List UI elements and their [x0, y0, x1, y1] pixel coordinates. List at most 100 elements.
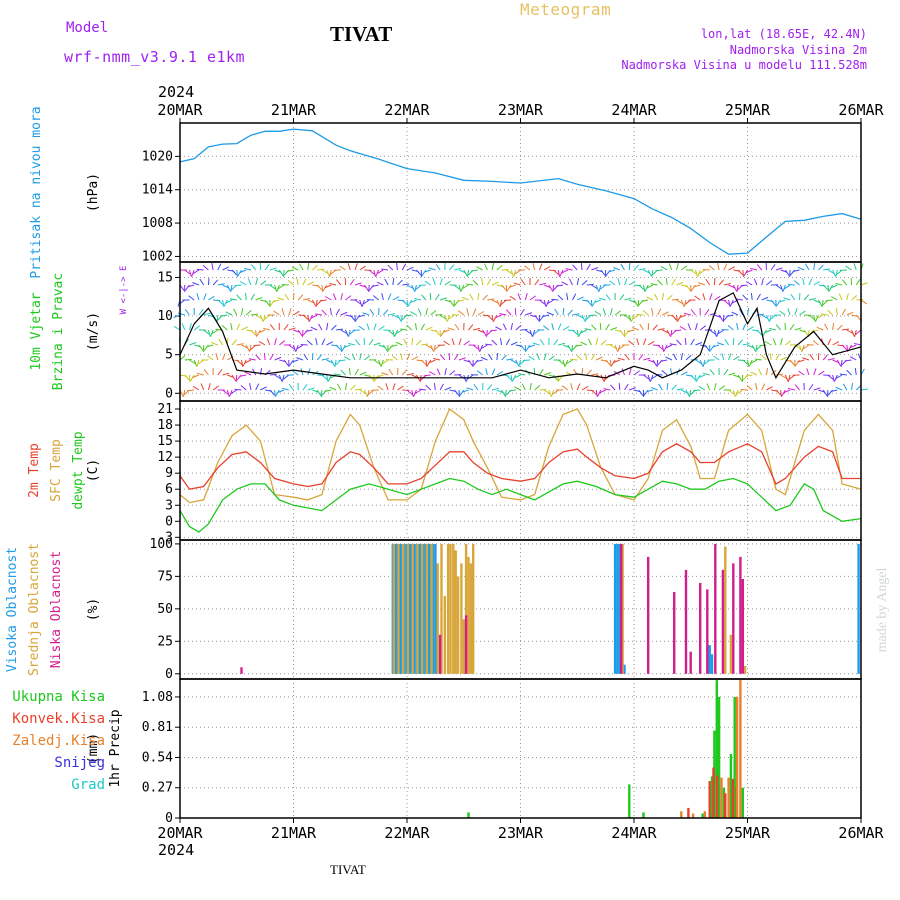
- wind-arrow: [699, 325, 707, 331]
- wind-arrow: [188, 269, 192, 277]
- wind-arrow: [359, 265, 366, 271]
- mid-bar: [436, 563, 439, 674]
- wind-arrow: [797, 359, 805, 363]
- wind-arrow: [621, 368, 626, 376]
- wind-arrow: [651, 374, 658, 380]
- precip-legend-hail: Grad: [71, 777, 105, 793]
- wind-arrow: [580, 262, 583, 271]
- wind-arrow: [835, 307, 838, 316]
- wind-arrow: [181, 323, 186, 331]
- wind-arrow: [813, 368, 817, 376]
- wind-arrow: [543, 389, 551, 395]
- wind-arrow: [541, 314, 550, 318]
- wind-arrow: [506, 284, 512, 292]
- panel-ylabel: 1hr Precip: [108, 709, 123, 787]
- x-tick-label-bottom: 26MAR: [838, 824, 884, 842]
- wind-arrow: [855, 329, 862, 335]
- wind-arrow: [354, 388, 362, 391]
- wind-arrow: [514, 386, 521, 391]
- wind-arrow: [775, 267, 783, 271]
- wind-arrow: [211, 342, 219, 346]
- wind-arrow: [424, 280, 431, 286]
- wind-arrow: [735, 298, 743, 301]
- wind-arrow: [188, 374, 191, 383]
- panel-ylabel: SFC Temp: [49, 439, 64, 502]
- wind-arrow: [278, 269, 284, 277]
- wind-arrow: [502, 323, 507, 331]
- wind-arrow: [717, 329, 725, 335]
- wind-arrow: [269, 353, 274, 361]
- wind-arrow: [447, 327, 455, 331]
- wind-arrow: [775, 353, 780, 361]
- station-title: TIVAT: [330, 22, 393, 46]
- y-tick-label: 21: [157, 402, 173, 417]
- wind-arrow: [840, 359, 843, 368]
- wind-arrow: [495, 326, 502, 331]
- wind-arrow: [368, 389, 375, 395]
- wind-arrow: [770, 299, 776, 306]
- wind-arrow: [592, 299, 597, 307]
- wind-arrow: [586, 369, 592, 376]
- wind-arrow: [644, 284, 649, 292]
- wind-arrow: [453, 284, 461, 290]
- wind-arrow: [818, 370, 825, 376]
- wind-arrow: [326, 341, 334, 346]
- wind-arrow: [584, 314, 588, 322]
- wind-arrow: [330, 269, 337, 275]
- wind-arrow: [799, 344, 803, 352]
- wind-arrow: [436, 368, 441, 376]
- wind-arrow: [835, 282, 843, 286]
- wind-arrow: [282, 374, 290, 380]
- wind-arrow: [454, 299, 460, 306]
- mid-bar: [416, 543, 419, 674]
- wind-arrow: [632, 327, 639, 331]
- wind-arrow: [399, 328, 408, 331]
- low-bar: [739, 556, 742, 674]
- panel-ylabel: Niska Oblacnost: [49, 551, 64, 668]
- wind-arrow: [520, 279, 526, 286]
- wind-arrow: [420, 359, 427, 366]
- wind-arrow: [406, 299, 409, 308]
- x-tick-label-top: 24MAR: [611, 101, 657, 119]
- wind-arrow: [822, 354, 829, 361]
- conv-bar: [708, 781, 711, 818]
- wind-arrow: [277, 284, 285, 290]
- wind-arrow: [746, 385, 753, 391]
- wind-arrow: [269, 284, 276, 290]
- wind-arrow: [220, 314, 228, 317]
- wind-arrow: [728, 266, 735, 271]
- wind-arrow: [690, 269, 697, 275]
- conv-bar: [712, 767, 715, 818]
- wind-arrow: [676, 314, 678, 323]
- wind-arrow: [572, 293, 577, 301]
- wind-arrow: [278, 374, 283, 382]
- wind-arrow: [269, 267, 277, 271]
- wind-arrow: [312, 264, 318, 271]
- wind-arrow: [740, 284, 748, 287]
- wind-arrow: [480, 356, 488, 361]
- wind-arrow: [335, 279, 342, 286]
- wind-arrow: [321, 284, 324, 293]
- mid-bar: [456, 576, 460, 674]
- wind-arrow: [212, 385, 219, 391]
- wind-arrow: [496, 371, 504, 376]
- wind-arrow: [759, 344, 767, 347]
- sfc-line: [179, 407, 862, 504]
- wind-arrow: [240, 308, 244, 316]
- wind-arrow: [569, 278, 573, 286]
- wind-arrow: [439, 278, 443, 286]
- wind-arrow: [713, 355, 720, 361]
- wind-arrow: [802, 357, 810, 361]
- wind-arrow: [390, 344, 398, 348]
- wind-arrow: [212, 279, 219, 286]
- low-bar: [464, 615, 468, 674]
- wind-arrow: [845, 265, 852, 271]
- wind-arrow: [496, 352, 499, 361]
- wind-arrow: [795, 359, 800, 367]
- wind-arrow: [782, 284, 786, 292]
- wind-arrow: [783, 297, 791, 301]
- wind-arrow: [790, 293, 796, 301]
- wind-arrow: [406, 353, 411, 361]
- wind-arrow: [529, 329, 533, 337]
- wind-arrow: [687, 323, 692, 331]
